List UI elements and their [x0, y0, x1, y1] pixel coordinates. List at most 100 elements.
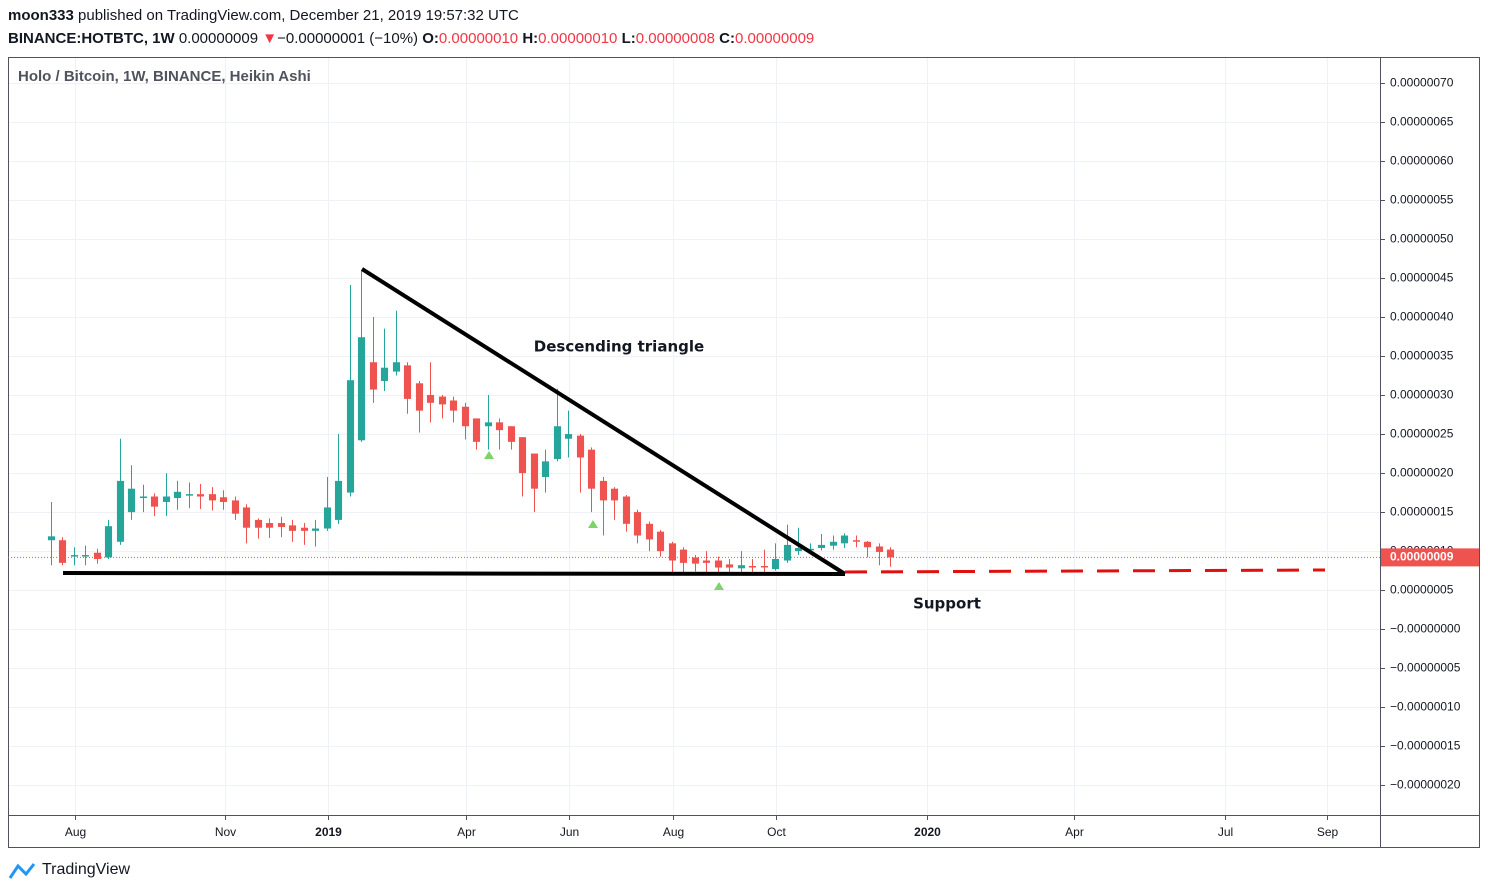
- candle-body: [369, 362, 378, 390]
- candle-body: [886, 549, 895, 558]
- candle-body: [645, 523, 654, 540]
- candle-body: [518, 437, 527, 474]
- candle-body: [231, 500, 240, 514]
- l-value: 0.00000008: [635, 30, 715, 47]
- y-tick-label: 0.00000025: [1390, 427, 1454, 441]
- candle-body: [668, 543, 677, 561]
- candle-body: [380, 367, 389, 381]
- y-tick-label: 0.00000030: [1390, 388, 1454, 402]
- candle-body: [185, 494, 194, 496]
- candle-body: [656, 531, 665, 552]
- candle-body: [334, 480, 343, 520]
- down-arrow: ▼: [262, 30, 278, 47]
- candle-body: [829, 541, 838, 546]
- price-label-box: [1381, 548, 1479, 567]
- candle-body: [116, 480, 125, 542]
- candle-body: [196, 494, 205, 497]
- candle-body: [70, 555, 79, 557]
- annotation: Descending triangle: [534, 338, 704, 356]
- candle-body: [760, 565, 769, 568]
- base-line: [62, 571, 846, 576]
- y-tick-label: 0.00000045: [1390, 271, 1454, 285]
- candle-body: [426, 395, 435, 403]
- candle-body: [288, 525, 297, 531]
- candle-body: [254, 519, 263, 528]
- candle-body: [472, 418, 481, 442]
- change: −0.00000001 (−10%): [277, 30, 419, 47]
- candle-body: [81, 555, 90, 557]
- logo: [8, 863, 36, 879]
- candle-body: [219, 497, 228, 502]
- candle-body: [265, 523, 274, 528]
- candle-body: [771, 558, 780, 570]
- published: published on TradingView.com, December 2…: [78, 7, 519, 24]
- candle-body: [484, 422, 493, 427]
- y-tick-label: 0.00000060: [1390, 154, 1454, 168]
- candle-body: [737, 565, 746, 569]
- candle-body: [392, 362, 401, 372]
- candle-body: [599, 480, 608, 501]
- c-label: C:: [719, 30, 735, 47]
- x-tick-label: Jun: [560, 825, 579, 839]
- x-tick-label: 2020: [914, 825, 941, 839]
- x-tick-label: Aug: [65, 825, 86, 839]
- candle-body: [104, 526, 113, 558]
- candle-body: [311, 528, 320, 531]
- candle-body: [300, 527, 309, 531]
- h-value: 0.00000010: [538, 30, 618, 47]
- logo-icon: [8, 863, 36, 879]
- x-tick-label: 2019: [315, 825, 342, 839]
- candle-body: [725, 564, 734, 568]
- candle-body: [208, 494, 217, 501]
- candle-body: [863, 541, 872, 548]
- publish-line: moon333 published on TradingView.com, De…: [8, 7, 519, 24]
- candle-body: [323, 507, 332, 529]
- candle-body: [127, 488, 136, 513]
- l-label: L:: [621, 30, 636, 47]
- x-tick-label: Nov: [215, 825, 236, 839]
- candle-body: [495, 422, 504, 431]
- candle-body: [679, 549, 688, 563]
- candle-body: [806, 548, 815, 551]
- y-tick-label: 0.00000040: [1390, 310, 1454, 324]
- price-label: 0.00000009: [1390, 550, 1454, 564]
- candles: [8, 270, 1380, 574]
- brand: TradingView: [42, 861, 131, 878]
- h-label: H:: [522, 30, 539, 47]
- x-tick-label: Aug: [663, 825, 684, 839]
- candle-body: [162, 496, 171, 502]
- candle-body: [93, 552, 102, 559]
- frame: [8, 57, 1480, 848]
- candle-body: [173, 491, 182, 499]
- candle-body: [553, 426, 562, 460]
- y-tick-label: −0.00000015: [1390, 739, 1461, 753]
- x-tick-label: Jul: [1218, 825, 1233, 839]
- candle-body: [840, 535, 849, 544]
- candle-body: [277, 523, 286, 527]
- y-tick-label: 0.00000065: [1390, 115, 1454, 129]
- candle-body: [576, 435, 585, 458]
- signal-marker: [484, 451, 494, 459]
- candle-body: [461, 406, 470, 427]
- annotation: Support: [913, 595, 981, 613]
- candle-body: [748, 565, 757, 568]
- y-tick-label: 0.00000055: [1390, 193, 1454, 207]
- candle-body: [714, 560, 723, 568]
- o-value: 0.00000010: [438, 30, 519, 47]
- candle-body: [817, 544, 826, 549]
- symbol-line: BINANCE:HOTBTC, 1W 0.00000009 ▼−0.000000…: [8, 30, 814, 47]
- y-tick-label: 0.00000035: [1390, 349, 1454, 363]
- candle-body: [530, 453, 539, 489]
- price: 0.00000009: [178, 30, 259, 47]
- candle-body: [139, 496, 148, 499]
- c-value: 0.00000009: [735, 30, 815, 47]
- candle-body: [346, 380, 355, 493]
- candle-body: [58, 540, 67, 563]
- candle-body: [449, 400, 458, 411]
- candle-body: [415, 383, 424, 411]
- o-label: O:: [422, 30, 439, 47]
- x-tick-label: Oct: [767, 825, 786, 839]
- candle-body: [702, 560, 711, 563]
